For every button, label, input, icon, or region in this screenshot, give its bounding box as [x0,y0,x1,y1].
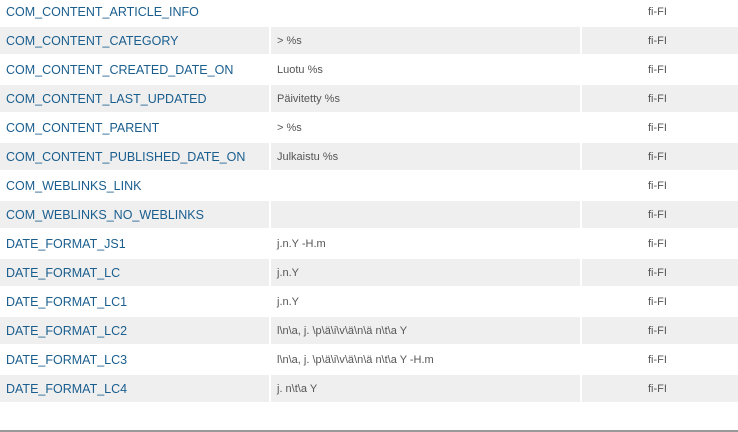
translation-value: j.n.Y [277,295,300,308]
table-row: DATE_FORMAT_JS1 j.n.Y -H.m fi-FI [0,230,738,257]
table-bottom-border [0,430,738,432]
language-code: fi-FI [648,295,667,308]
language-code: fi-FI [648,179,667,192]
string-key[interactable]: COM_CONTENT_PUBLISHED_DATE_ON [0,143,269,170]
string-key[interactable]: COM_CONTENT_CATEGORY [0,27,269,54]
table-row: COM_WEBLINKS_LINK fi-FI [0,172,738,199]
string-key[interactable]: DATE_FORMAT_LC3 [6,352,128,367]
table-row: COM_CONTENT_CATEGORY > %s fi-FI [0,27,738,54]
translation-value [271,201,580,228]
translation-value: l\n\a, j. \p\ä\i\v\ä\n\ä n\t\a Y -H.m [277,353,434,366]
table-row: COM_CONTENT_PARENT > %s fi-FI [0,114,738,141]
language-code: fi-FI [582,27,738,54]
translation-value: j.n.Y -H.m [277,237,326,250]
translation-value: Päivitetty %s [271,85,580,112]
translation-value: > %s [271,27,580,54]
table-row: DATE_FORMAT_LC1 j.n.Y fi-FI [0,288,738,315]
translation-value: l\n\a, j. \p\ä\i\v\ä\n\ä n\t\a Y [271,317,580,344]
table-row: COM_CONTENT_CREATED_DATE_ON Luotu %s fi-FI [0,56,738,83]
language-code: fi-FI [648,353,667,366]
table-row: COM_CONTENT_LAST_UPDATED Päivitetty %s fi-… [0,85,738,112]
translation-value: Luotu %s [277,63,323,76]
language-code: fi-FI [648,63,667,76]
string-key[interactable]: DATE_FORMAT_LC [0,259,269,286]
table-row: DATE_FORMAT_LC3 l\n\a, j. \p\ä\i\v\ä\n\ä … [0,346,738,373]
string-key[interactable]: COM_CONTENT_LAST_UPDATED [0,85,269,112]
table-row: COM_CONTENT_ARTICLE_INFO fi-FI [0,0,738,25]
translation-table: COM_CONTENT_ARTICLE_INFO fi-FI COM_CONTENT… [0,0,738,402]
language-code: fi-FI [582,375,738,402]
table-row: DATE_FORMAT_LC2 l\n\a, j. \p\ä\i\v\ä\n\ä … [0,317,738,344]
string-key[interactable]: COM_CONTENT_ARTICLE_INFO [6,4,199,19]
string-key[interactable]: DATE_FORMAT_LC4 [0,375,269,402]
string-key[interactable]: COM_WEBLINKS_LINK [6,178,142,193]
table-row: COM_WEBLINKS_NO_WEBLINKS fi-FI [0,201,738,228]
string-key[interactable]: DATE_FORMAT_JS1 [6,236,126,251]
table-row: DATE_FORMAT_LC j.n.Y fi-FI [0,259,738,286]
translation-value [271,172,580,199]
language-code: fi-FI [582,201,738,228]
string-key[interactable]: COM_WEBLINKS_NO_WEBLINKS [0,201,269,228]
language-code: fi-FI [582,259,738,286]
string-key[interactable]: COM_CONTENT_CREATED_DATE_ON [6,62,234,77]
string-key[interactable]: DATE_FORMAT_LC1 [6,294,128,309]
language-code: fi-FI [648,121,667,134]
table-row: COM_CONTENT_PUBLISHED_DATE_ON Julkaistu %… [0,143,738,170]
translation-value: > %s [277,121,302,134]
language-code: fi-FI [582,85,738,112]
string-key[interactable]: DATE_FORMAT_LC2 [0,317,269,344]
language-code: fi-FI [648,5,667,18]
language-code: fi-FI [582,317,738,344]
language-code: fi-FI [648,237,667,250]
translation-value: j. n\t\a Y [271,375,580,402]
string-key[interactable]: COM_CONTENT_PARENT [6,120,160,135]
language-code: fi-FI [582,143,738,170]
translation-value: Julkaistu %s [271,143,580,170]
translation-value [271,0,580,25]
translation-value: j.n.Y [271,259,580,286]
